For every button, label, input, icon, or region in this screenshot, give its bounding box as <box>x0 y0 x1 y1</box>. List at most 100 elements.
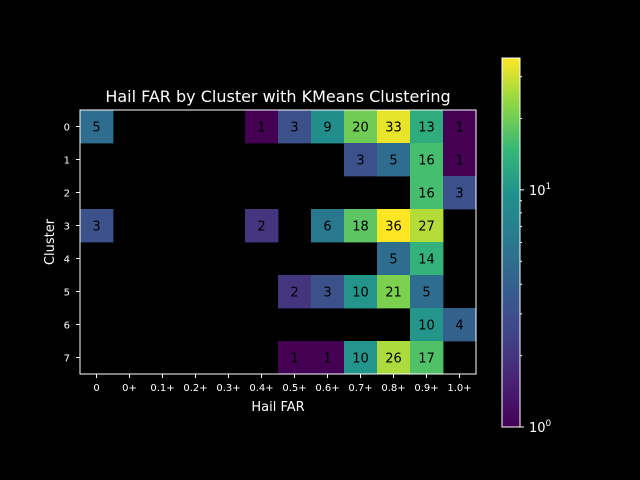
heatmap-cell <box>311 209 345 243</box>
heatmap-cell <box>410 176 444 210</box>
cell-value-label: 26 <box>385 352 402 367</box>
heatmap-cells <box>80 110 477 375</box>
heatmap-cell <box>410 242 444 276</box>
cell-value-label: 21 <box>385 286 402 301</box>
x-tick-label: 0.6+ <box>315 383 339 394</box>
heatmap-cell <box>245 110 279 144</box>
cell-value-label: 1 <box>257 121 265 136</box>
cell-value-label: 18 <box>352 220 369 235</box>
cell-value-label: 2 <box>257 220 265 235</box>
cell-value-label: 16 <box>418 154 435 169</box>
y-tick-label: 5 <box>64 288 70 299</box>
heatmap-cell <box>377 275 411 309</box>
heatmap-cell <box>245 209 279 243</box>
cell-value-label: 3 <box>356 154 364 169</box>
cell-value-label: 5 <box>389 154 397 169</box>
heatmap-cell <box>80 110 114 144</box>
heatmap-cell <box>278 275 312 309</box>
cell-value-label: 14 <box>418 253 435 268</box>
heatmap-cell <box>311 110 345 144</box>
cell-value-label: 10 <box>352 286 369 301</box>
cell-value-label: 6 <box>323 220 331 235</box>
colorbar-tick-label: 101 <box>529 182 551 199</box>
x-tick-label: 0.4+ <box>249 383 273 394</box>
cell-value-label: 17 <box>418 352 435 367</box>
heatmap-cell <box>377 143 411 177</box>
cell-value-label: 3 <box>323 286 331 301</box>
y-tick-label: 2 <box>64 189 70 200</box>
colorbar-tick-label: 100 <box>529 419 552 436</box>
heatmap-cell <box>410 209 444 243</box>
cell-value-label: 13 <box>418 121 435 136</box>
heatmap-cell <box>410 275 444 309</box>
x-tick-label: 0.8+ <box>381 383 405 394</box>
cell-value-label: 36 <box>385 220 402 235</box>
cell-labels: 5 1 3 9 20 33 13 13 5 16 116 33 2 6 18 36 275 142 3 10 21 510… <box>92 121 463 367</box>
heatmap-cell <box>410 341 444 375</box>
y-tick-label: 4 <box>64 255 70 266</box>
cell-value-label: 33 <box>385 121 402 136</box>
cell-value-label: 10 <box>352 352 369 367</box>
y-tick-label: 3 <box>64 222 70 233</box>
colorbar <box>501 57 521 428</box>
heatmap-cell <box>278 110 312 144</box>
heatmap-cell <box>443 308 477 342</box>
cell-value-label: 10 <box>418 319 435 334</box>
heatmap-cell <box>377 341 411 375</box>
x-tick-label: 0+ <box>122 383 137 394</box>
heatmap-cell <box>278 341 312 375</box>
plot-frame <box>79 109 477 375</box>
heatmap-cell <box>410 110 444 144</box>
x-tick-label: 0.3+ <box>216 383 240 394</box>
x-tick-label: 0.9+ <box>414 383 438 394</box>
cell-value-label: 16 <box>418 187 435 202</box>
cell-value-label: 9 <box>323 121 331 136</box>
y-axis-label: Cluster <box>43 218 58 265</box>
heatmap-cell <box>443 143 477 177</box>
cell-value-label: 20 <box>352 121 369 136</box>
heatmap-cell <box>80 209 114 243</box>
heatmap-cell <box>377 209 411 243</box>
heatmap-cell <box>443 176 477 210</box>
cell-value-label: 1 <box>455 121 463 136</box>
cell-value-label: 3 <box>290 121 298 136</box>
x-axis: 0 0+ 0.1+ 0.2+ 0.3+ 0.4+ 0.5+ 0.6+ 0.7+ 0.8+ 0.9+ 1… <box>93 374 472 394</box>
colorbar-ticks: 100 101 <box>520 76 552 436</box>
cell-value-label: 27 <box>418 220 435 235</box>
heatmap-cell <box>410 143 444 177</box>
cell-value-label: 5 <box>389 253 397 268</box>
cell-value-label: 1 <box>290 352 298 367</box>
heatmap-cell <box>344 110 378 144</box>
heatmap-cell <box>443 110 477 144</box>
heatmap-cell <box>344 209 378 243</box>
heatmap-cell <box>377 110 411 144</box>
cell-value-label: 3 <box>455 187 463 202</box>
heatmap-cell <box>377 242 411 276</box>
heatmap-cell <box>344 341 378 375</box>
cell-value-label: 3 <box>92 220 100 235</box>
x-tick-label: 1.0+ <box>447 383 471 394</box>
cell-value-label: 2 <box>290 286 298 301</box>
heatmap-cell <box>344 275 378 309</box>
cell-value-label: 5 <box>92 121 100 136</box>
x-tick-label: 0 <box>93 383 99 394</box>
x-axis-label: Hail FAR <box>251 400 304 415</box>
heatmap-cell <box>410 308 444 342</box>
heatmap-cell <box>311 275 345 309</box>
y-tick-label: 1 <box>64 156 70 167</box>
x-tick-label: 0.2+ <box>183 383 207 394</box>
cell-value-label: 1 <box>455 154 463 169</box>
x-tick-label: 0.1+ <box>150 383 174 394</box>
x-tick-label: 0.7+ <box>348 383 372 394</box>
y-axis: 0 1 2 3 4 5 6 7 <box>64 123 80 365</box>
cell-value-label: 5 <box>422 286 430 301</box>
heatmap-cell <box>344 143 378 177</box>
y-tick-label: 6 <box>64 321 70 332</box>
chart-title: Hail FAR by Cluster with KMeans Clusteri… <box>105 87 450 106</box>
y-tick-label: 0 <box>64 123 70 134</box>
cell-value-label: 1 <box>323 352 331 367</box>
cell-value-label: 4 <box>455 319 463 334</box>
heatmap-cell <box>311 341 345 375</box>
y-tick-label: 7 <box>64 354 70 365</box>
